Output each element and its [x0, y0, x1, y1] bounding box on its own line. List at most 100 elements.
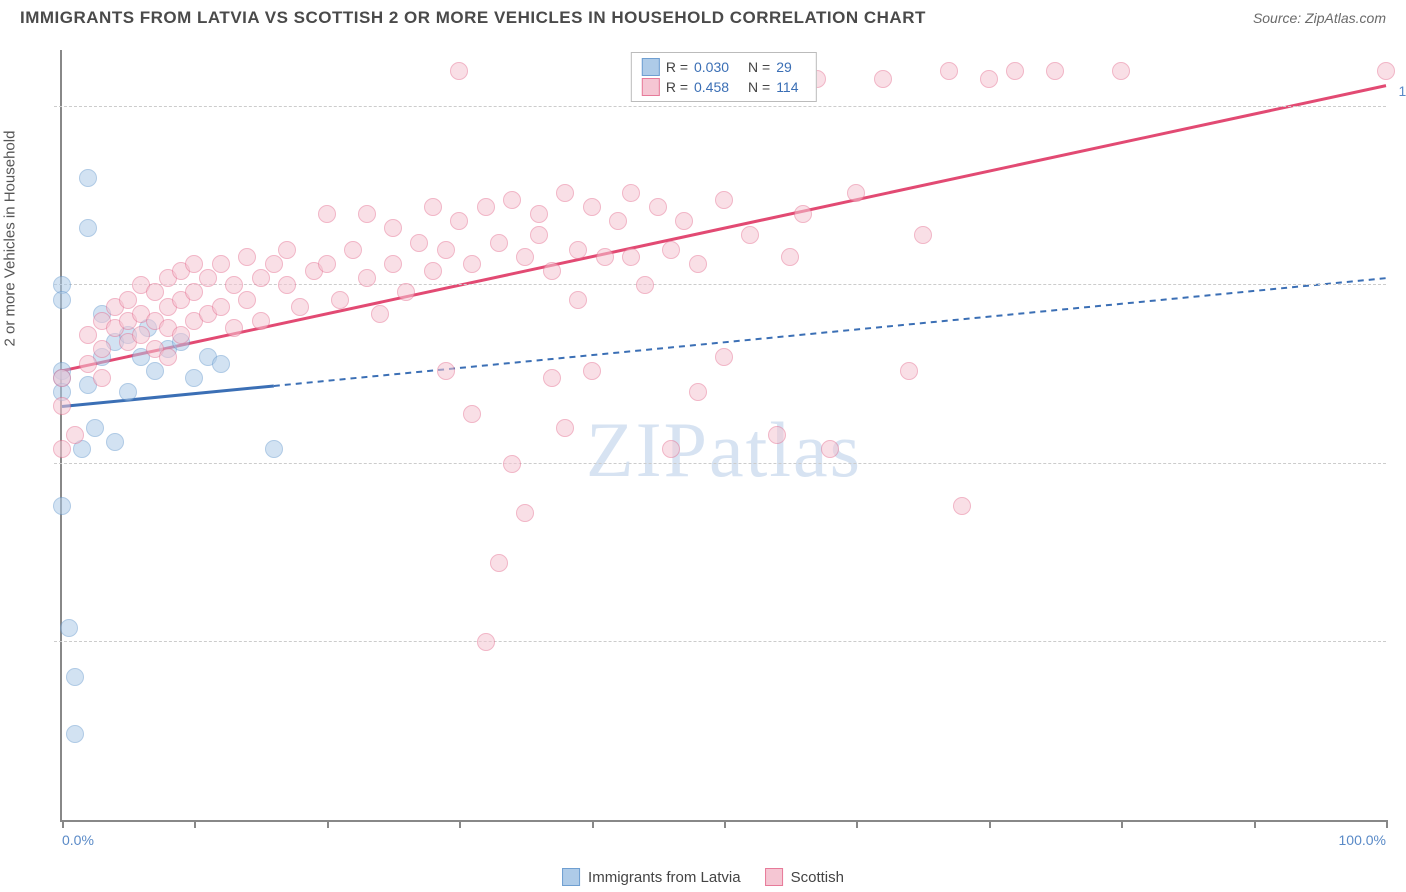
data-point: [252, 312, 270, 330]
legend-swatch: [765, 868, 783, 886]
y-axis-label: 2 or more Vehicles in Household: [2, 131, 19, 347]
data-point: [953, 497, 971, 515]
stat-n-label: N =: [748, 59, 770, 75]
y-tick-label: 100.0%: [1391, 83, 1406, 99]
data-point: [622, 248, 640, 266]
data-point: [212, 355, 230, 373]
data-point: [185, 255, 203, 273]
data-point: [1377, 62, 1395, 80]
data-point: [79, 326, 97, 344]
source-label: Source: ZipAtlas.com: [1253, 10, 1386, 26]
data-point: [477, 198, 495, 216]
data-point: [66, 725, 84, 743]
data-point: [318, 255, 336, 273]
data-point: [821, 440, 839, 458]
data-point: [1112, 62, 1130, 80]
legend-stat-row: R =0.030N =29: [642, 57, 806, 77]
data-point: [53, 369, 71, 387]
data-point: [291, 298, 309, 316]
data-point: [93, 369, 111, 387]
data-point: [278, 276, 296, 294]
data-point: [212, 255, 230, 273]
data-point: [106, 433, 124, 451]
data-point: [66, 668, 84, 686]
stat-r-value: 0.458: [694, 79, 742, 95]
x-tick: [989, 820, 991, 828]
data-point: [596, 248, 614, 266]
legend-label: Scottish: [791, 869, 844, 886]
data-point: [384, 219, 402, 237]
data-point: [583, 362, 601, 380]
x-tick: [194, 820, 196, 828]
data-point: [437, 241, 455, 259]
data-point: [503, 191, 521, 209]
data-point: [1046, 62, 1064, 80]
legend-item: Scottish: [765, 868, 844, 886]
data-point: [397, 283, 415, 301]
chart-container: 2 or more Vehicles in Household ZIPatlas…: [20, 40, 1396, 852]
data-point: [238, 291, 256, 309]
data-point: [490, 234, 508, 252]
data-point: [609, 212, 627, 230]
data-point: [79, 219, 97, 237]
trend-lines: [62, 50, 1386, 820]
data-point: [384, 255, 402, 273]
grid-line: [54, 641, 1386, 642]
data-point: [146, 362, 164, 380]
legend-bottom: Immigrants from Latvia Scottish: [562, 868, 844, 886]
x-tick: [724, 820, 726, 828]
y-tick-label: 25.0%: [1391, 618, 1406, 634]
data-point: [344, 241, 362, 259]
data-point: [463, 255, 481, 273]
data-point: [265, 440, 283, 458]
legend-stats: R =0.030N =29R =0.458N =114: [631, 52, 817, 102]
data-point: [278, 241, 296, 259]
x-tick: [1254, 820, 1256, 828]
data-point: [450, 62, 468, 80]
grid-line: [54, 106, 1386, 107]
data-point: [583, 198, 601, 216]
data-point: [689, 255, 707, 273]
stat-n-label: N =: [748, 79, 770, 95]
data-point: [543, 369, 561, 387]
stat-r-value: 0.030: [694, 59, 742, 75]
legend-stat-row: R =0.458N =114: [642, 77, 806, 97]
data-point: [662, 241, 680, 259]
legend-swatch: [642, 78, 660, 96]
data-point: [119, 383, 137, 401]
data-point: [424, 198, 442, 216]
data-point: [715, 191, 733, 209]
data-point: [781, 248, 799, 266]
data-point: [543, 262, 561, 280]
stat-n-value: 114: [776, 79, 806, 95]
data-point: [60, 619, 78, 637]
legend-item: Immigrants from Latvia: [562, 868, 741, 886]
data-point: [569, 291, 587, 309]
data-point: [490, 554, 508, 572]
data-point: [477, 633, 495, 651]
data-point: [556, 184, 574, 202]
data-point: [331, 291, 349, 309]
data-point: [53, 440, 71, 458]
data-point: [463, 405, 481, 423]
data-point: [93, 340, 111, 358]
legend-swatch: [642, 58, 660, 76]
data-point: [371, 305, 389, 323]
stat-r-label: R =: [666, 59, 688, 75]
y-tick-label: 50.0%: [1391, 440, 1406, 456]
chart-title: IMMIGRANTS FROM LATVIA VS SCOTTISH 2 OR …: [20, 8, 926, 28]
data-point: [675, 212, 693, 230]
data-point: [159, 348, 177, 366]
data-point: [768, 426, 786, 444]
data-point: [900, 362, 918, 380]
data-point: [636, 276, 654, 294]
data-point: [556, 419, 574, 437]
legend-label: Immigrants from Latvia: [588, 869, 741, 886]
data-point: [980, 70, 998, 88]
data-point: [53, 397, 71, 415]
data-point: [53, 291, 71, 309]
data-point: [79, 169, 97, 187]
data-point: [119, 291, 137, 309]
data-point: [185, 369, 203, 387]
y-tick-label: 75.0%: [1391, 261, 1406, 277]
